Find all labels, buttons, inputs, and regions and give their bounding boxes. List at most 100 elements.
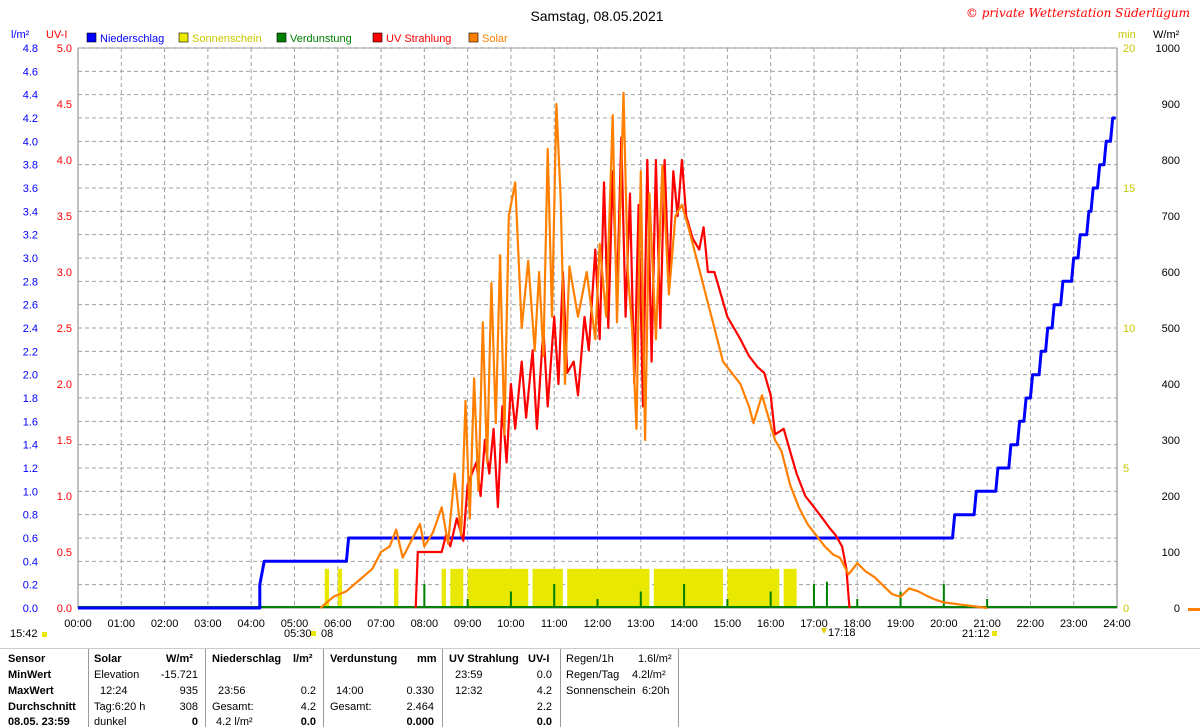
sunshine-bar bbox=[394, 568, 399, 608]
solar-axis-tick: 400 bbox=[1162, 379, 1180, 391]
legend-swatch bbox=[468, 32, 479, 43]
rain-axis-tick: 3.2 bbox=[23, 230, 38, 242]
rain-axis-tick: 0.6 bbox=[23, 533, 38, 545]
sunshine-bar bbox=[532, 568, 563, 608]
x-tick-label: 07:00 bbox=[367, 618, 395, 630]
divider bbox=[205, 649, 206, 727]
rain-axis-tick: 4.4 bbox=[23, 90, 38, 102]
x-tick-label: 10:00 bbox=[497, 618, 525, 630]
rain-axis-tick: 0.0 bbox=[23, 603, 38, 615]
solar-axis-tick: 300 bbox=[1162, 435, 1180, 447]
rain-line bbox=[78, 116, 1116, 610]
summary-rain-hour-label: Regen/1h bbox=[566, 653, 614, 665]
x-tick-label: 05:00 bbox=[281, 618, 309, 630]
legend-label: Niederschlag bbox=[100, 33, 164, 45]
solar-axis-tick: 500 bbox=[1162, 323, 1180, 335]
right-unit-minutes: min bbox=[1118, 29, 1136, 41]
marker-sunrise-time: 05:30 bbox=[284, 628, 312, 640]
statistics-table: Sensor MinWert MaxWert Durchschnitt 08.0… bbox=[0, 648, 1200, 728]
rain-axis-tick: 4.0 bbox=[23, 136, 38, 148]
row-label-sensor: Sensor bbox=[8, 653, 46, 665]
uv-line bbox=[414, 136, 851, 609]
x-tick-label: 02:00 bbox=[151, 618, 179, 630]
rain-axis-tick: 1.2 bbox=[23, 463, 38, 475]
solar-axis-tick: 100 bbox=[1162, 547, 1180, 559]
sunshine-bar bbox=[783, 568, 797, 608]
sunshine-bar bbox=[324, 568, 330, 608]
solar-axis-tick: 700 bbox=[1162, 211, 1180, 223]
summary-sunshine-value: 6:20h bbox=[642, 685, 670, 697]
uv-now-value: 0.0 bbox=[536, 716, 552, 728]
rain-axis-tick: 3.8 bbox=[23, 160, 38, 172]
rain-axis-tick: 2.4 bbox=[23, 323, 38, 335]
solar-now-value: 0 bbox=[191, 716, 198, 728]
x-tick-label: 22:00 bbox=[1017, 618, 1045, 630]
minutes-axis-tick: 10 bbox=[1123, 323, 1135, 335]
x-tick-label: 20:00 bbox=[930, 618, 958, 630]
minutes-axis-tick: 5 bbox=[1123, 463, 1129, 475]
uv-axis-tick: 5.0 bbox=[57, 43, 72, 55]
rain-axis-tick: 4.8 bbox=[23, 43, 38, 55]
evap-header: Verdunstung bbox=[330, 653, 398, 665]
marker-sun-icon bbox=[42, 632, 47, 637]
legend-label: UV Strahlung bbox=[386, 33, 451, 45]
sunshine-bar bbox=[441, 568, 446, 608]
x-tick-label: 23:00 bbox=[1060, 618, 1088, 630]
solar-axis-tick: 1000 bbox=[1156, 43, 1180, 55]
legend-swatch bbox=[276, 32, 287, 43]
rain-now-value: 0.0 bbox=[300, 716, 316, 728]
uv-axis-tick: 3.5 bbox=[57, 211, 72, 223]
rain-axis-tick: 1.0 bbox=[23, 486, 38, 498]
uv-min-value: 0.0 bbox=[536, 669, 552, 681]
x-tick-label: 14:00 bbox=[670, 618, 698, 630]
weather-chart: 00:00 01:00 02:00 03:00 04:00 05:00 06:00 07:00… bbox=[10, 6, 1200, 640]
legend-label: Sonnenschein bbox=[192, 33, 262, 45]
solar-axis-tick: 600 bbox=[1162, 267, 1180, 279]
minutes-axis-tick: 20 bbox=[1123, 43, 1135, 55]
evap-max-label: 14:00 bbox=[336, 685, 364, 697]
solar-line bbox=[319, 91, 988, 610]
solar-header: Solar bbox=[94, 653, 122, 665]
legend-label: Verdunstung bbox=[290, 33, 352, 45]
x-tick-label: 12:00 bbox=[584, 618, 612, 630]
solar-unit: W/m² bbox=[166, 653, 193, 665]
solar-min-label: Elevation bbox=[94, 669, 140, 681]
rain-axis-tick: 3.0 bbox=[23, 253, 38, 265]
evap-max-value: 0.330 bbox=[406, 685, 434, 697]
rain-total-label: Gesamt: bbox=[212, 701, 254, 713]
rain-axis-tick: 2.8 bbox=[23, 276, 38, 288]
rain-axis-tick: 3.6 bbox=[23, 183, 38, 195]
row-label-min: MinWert bbox=[8, 669, 52, 681]
sunshine-bar bbox=[653, 568, 724, 608]
sunshine-bar bbox=[337, 568, 343, 608]
uv-axis-tick: 4.0 bbox=[57, 155, 72, 167]
legend-swatch bbox=[178, 32, 189, 43]
evap-unit: mm bbox=[417, 653, 437, 665]
x-tick-label: 13:00 bbox=[627, 618, 655, 630]
divider bbox=[442, 649, 443, 727]
uv-header: UV Strahlung bbox=[449, 653, 519, 665]
x-tick-label: 15:00 bbox=[714, 618, 742, 630]
sunshine-bar bbox=[467, 568, 529, 608]
uv-axis-tick: 3.0 bbox=[57, 267, 72, 279]
rain-axis-tick: 4.2 bbox=[23, 113, 38, 125]
marker-uv-icon bbox=[821, 628, 827, 634]
rain-total-value: 4.2 bbox=[300, 701, 316, 713]
evap-total-value: 2.464 bbox=[406, 701, 434, 713]
x-tick-label: 16:00 bbox=[757, 618, 785, 630]
row-label-avg: Durchschnitt bbox=[8, 701, 76, 713]
evap-total-label: Gesamt: bbox=[330, 701, 372, 713]
x-tick-label: 03:00 bbox=[194, 618, 222, 630]
uv-axis-tick: 2.0 bbox=[57, 379, 72, 391]
marker-uv-time: 17:18 bbox=[828, 627, 856, 639]
left-unit-rain: l/m² bbox=[11, 29, 30, 41]
solar-max-label: 12:24 bbox=[100, 685, 128, 697]
uv-axis-tick: 1.0 bbox=[57, 491, 72, 503]
uv-axis-tick: 1.5 bbox=[57, 435, 72, 447]
legend-swatch bbox=[372, 32, 383, 43]
summary-rain-day-label: Regen/Tag bbox=[566, 669, 620, 681]
rain-axis-tick: 0.4 bbox=[23, 556, 38, 568]
rain-max-value: 0.2 bbox=[300, 685, 316, 697]
x-tick-label: 11:00 bbox=[541, 618, 568, 630]
rain-unit: l/m² bbox=[293, 653, 313, 665]
